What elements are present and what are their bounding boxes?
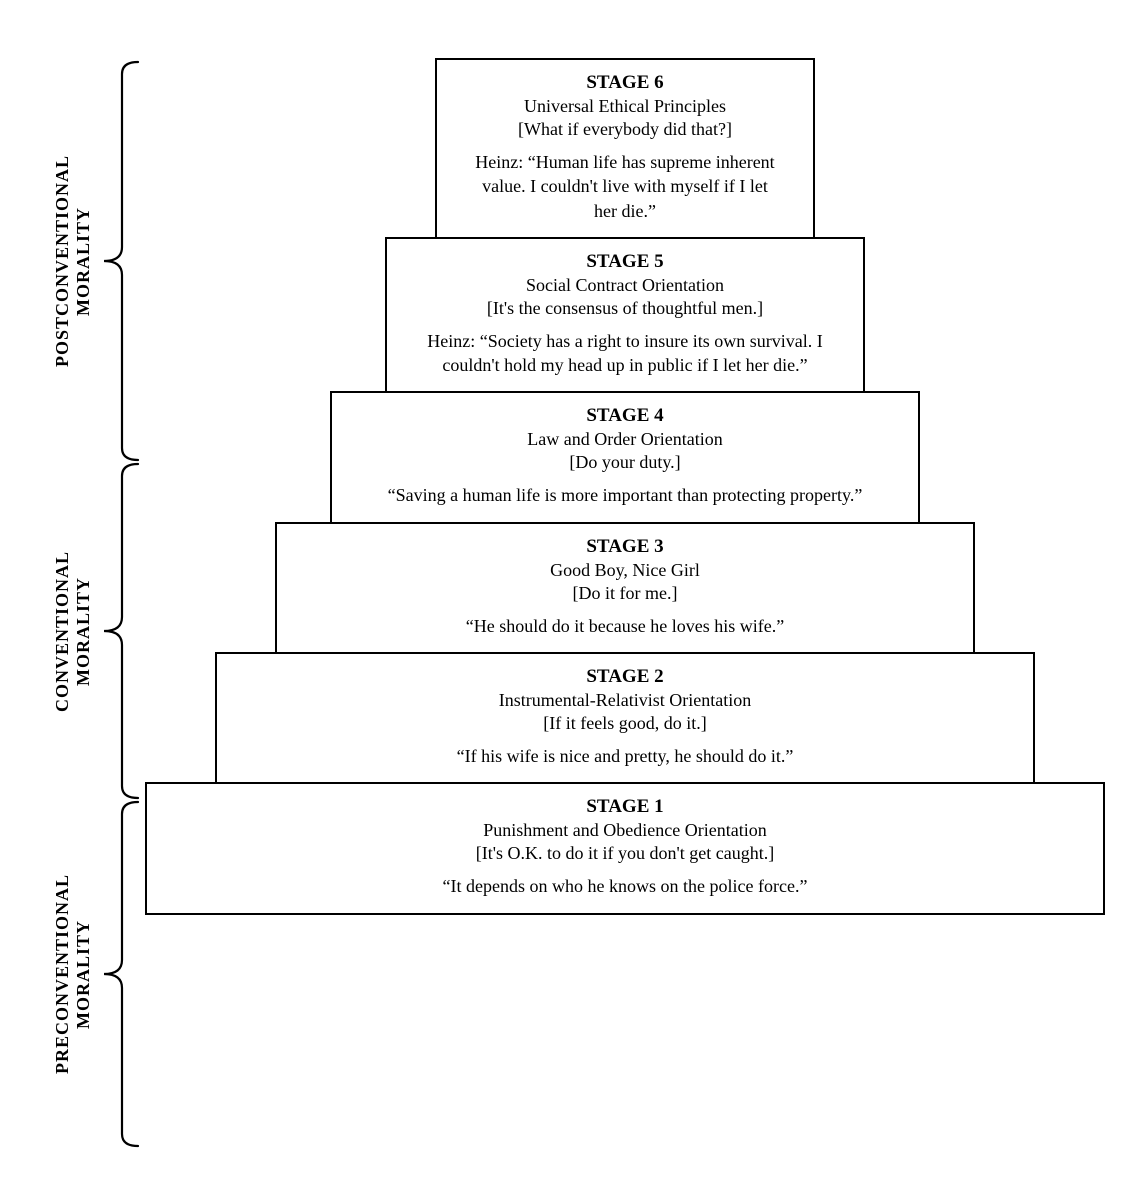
- stage-subtitle: Punishment and Obedience Orientation: [483, 820, 766, 841]
- stage-title: STAGE 1: [586, 796, 663, 818]
- stage-quote: “If his wife is nice and pretty, he shou…: [457, 744, 794, 768]
- stage-box-1: STAGE 1Punishment and Obedience Orientat…: [145, 782, 1105, 914]
- stage-quote: Heinz: “Society has a right to insure it…: [427, 329, 823, 378]
- stage-subtitle: Social Contract Orientation: [526, 275, 724, 296]
- stage-title: STAGE 2: [586, 666, 663, 688]
- stage-box-2: STAGE 2Instrumental-Relativist Orientati…: [215, 652, 1035, 784]
- stage-bracket-text: [Do it for me.]: [573, 583, 678, 604]
- stage-box-5: STAGE 5Social Contract Orientation[It's …: [385, 237, 865, 394]
- stage-bracket-text: [It's the consensus of thoughtful men.]: [487, 298, 763, 319]
- level-label: POSTCONVENTIONAL MORALITY: [52, 60, 94, 462]
- stage-subtitle: Instrumental-Relativist Orientation: [499, 690, 751, 711]
- stage-quote: “Saving a human life is more important t…: [388, 483, 863, 507]
- stage-subtitle: Law and Order Orientation: [527, 429, 722, 450]
- stage-bracket-text: [What if everybody did that?]: [518, 119, 732, 140]
- stage-bracket-text: [Do your duty.]: [569, 452, 680, 473]
- stage-title: STAGE 3: [586, 536, 663, 558]
- stage-subtitle: Good Boy, Nice Girl: [550, 560, 700, 581]
- level-brace-icon: [100, 60, 140, 462]
- stage-bracket-text: [It's O.K. to do it if you don't get cau…: [476, 843, 774, 864]
- level-brace-icon: [100, 800, 140, 1148]
- stage-quote: “He should do it because he loves his wi…: [466, 614, 784, 638]
- level-brace-icon: [100, 462, 140, 800]
- level-label: PRECONVENTIONAL MORALITY: [52, 800, 94, 1148]
- stage-bracket-text: [If it feels good, do it.]: [543, 713, 706, 734]
- stage-box-4: STAGE 4Law and Order Orientation[Do your…: [330, 391, 920, 523]
- stage-quote: “It depends on who he knows on the polic…: [443, 874, 808, 898]
- stage-title: STAGE 4: [586, 405, 663, 427]
- stage-box-6: STAGE 6Universal Ethical Principles[What…: [435, 58, 815, 239]
- level-label: CONVENTIONAL MORALITY: [52, 462, 94, 800]
- stage-quote: Heinz: “Human life has supreme inherent …: [472, 150, 778, 223]
- stage-subtitle: Universal Ethical Principles: [524, 96, 726, 117]
- stage-title: STAGE 5: [586, 251, 663, 273]
- stage-title: STAGE 6: [586, 72, 663, 94]
- stage-box-3: STAGE 3Good Boy, Nice Girl[Do it for me.…: [275, 522, 975, 654]
- stage-pyramid: STAGE 6Universal Ethical Principles[What…: [140, 60, 1110, 915]
